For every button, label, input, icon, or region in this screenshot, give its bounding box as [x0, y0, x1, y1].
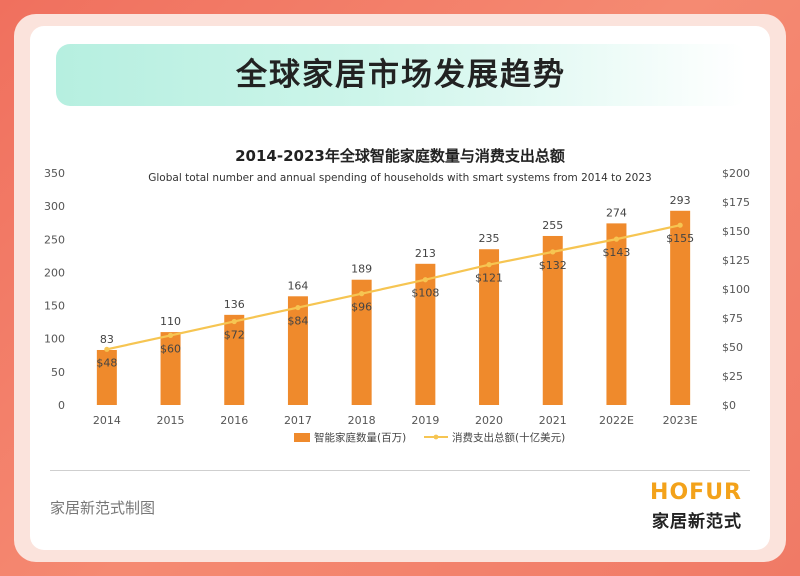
line-point	[422, 277, 428, 283]
line-value-label: $48	[96, 356, 117, 369]
bar	[351, 279, 372, 405]
footer-divider	[50, 470, 750, 471]
brand-logo-text: HOFUR	[650, 480, 742, 505]
x-tick-label: 2018	[348, 414, 376, 427]
line-value-label: $121	[475, 272, 503, 285]
line-value-label: $84	[287, 315, 308, 328]
x-tick-label: 2015	[157, 414, 185, 427]
y-axis-left: 0 50 100 150 200 250 300 350	[44, 167, 65, 412]
line-value-label: $108	[411, 287, 439, 300]
line-value-label: $143	[602, 246, 630, 259]
bar-value-label: 274	[606, 206, 627, 219]
bar-value-label: 110	[160, 315, 181, 328]
line-point	[167, 332, 174, 338]
y-tick-label-right: $100	[722, 283, 750, 296]
chart-title: 2014-2023年全球智能家庭数量与消费支出总额	[235, 147, 565, 165]
credit-text: 家居新范式制图	[50, 499, 156, 517]
y-tick-label-left: 100	[44, 333, 65, 346]
y-tick-label-right: $0	[722, 399, 736, 412]
bar	[670, 210, 691, 405]
line-value-label: $96	[351, 301, 372, 314]
x-axis: 2014 2015 2016 2017 2018 2019 2020 2021 2022E 202…	[93, 414, 698, 427]
bar	[542, 235, 563, 405]
x-tick-label: 2020	[475, 414, 503, 427]
y-tick-label-left: 150	[44, 300, 65, 313]
y-tick-label-right: $175	[722, 196, 750, 209]
content-panel	[30, 26, 770, 550]
line-value-label: $60	[160, 342, 181, 355]
y-tick-label-left: 200	[44, 266, 65, 279]
bar	[96, 349, 117, 405]
brand-name: 家居新范式	[652, 512, 742, 532]
legend-line-label: 消费支出总额(十亿美元)	[452, 431, 565, 444]
y-axis-right: $0 $25 $50 $75 $100 $125 $150 $175 $200	[722, 167, 750, 412]
x-tick-label: 2023E	[663, 414, 698, 427]
x-tick-label: 2021	[539, 414, 567, 427]
x-tick-label: 2022E	[599, 414, 634, 427]
bar-value-label: 164	[287, 279, 308, 292]
legend-bar-swatch	[294, 433, 310, 442]
bar-value-label: 235	[479, 232, 500, 245]
y-tick-label-left: 250	[44, 233, 65, 246]
bar-value-label: 136	[224, 298, 245, 311]
x-tick-label: 2014	[93, 414, 121, 427]
line-value-label: $155	[666, 232, 694, 245]
line-point	[486, 262, 492, 268]
bar-value-label: 213	[415, 247, 436, 260]
bar	[224, 314, 245, 405]
line-point	[104, 346, 110, 352]
bar	[415, 263, 436, 405]
bar	[160, 332, 181, 405]
y-tick-label-left: 50	[51, 366, 65, 379]
line-point	[677, 222, 683, 228]
bar-value-label: 189	[351, 263, 372, 276]
x-tick-label: 2017	[284, 414, 312, 427]
legend: 智能家庭数量(百万) 消费支出总额(十亿美元)	[294, 431, 565, 444]
y-tick-label-right: $75	[722, 312, 743, 325]
y-tick-label-right: $50	[722, 341, 743, 354]
bar-value-label: 255	[542, 219, 563, 232]
y-tick-label-right: $125	[722, 254, 750, 267]
y-tick-label-left: 300	[44, 200, 65, 213]
line-value-label: $72	[224, 328, 245, 341]
y-tick-label-right: $25	[722, 370, 743, 383]
x-tick-label: 2019	[411, 414, 439, 427]
title-banner	[56, 44, 746, 106]
y-tick-label-left: 0	[58, 399, 65, 412]
page-title: 全球家居市场发展趋势	[236, 57, 566, 93]
line-value-label: $132	[539, 259, 567, 272]
line-path	[106, 224, 681, 351]
line-point	[550, 249, 556, 255]
bar-value-label: 293	[670, 194, 691, 207]
y-tick-label-right: $150	[722, 225, 750, 238]
bar	[479, 249, 500, 405]
line-point	[613, 236, 620, 242]
bar-series: 83 110 136 164 189 213 235 255 274 293	[96, 194, 691, 405]
legend-bar-label: 智能家庭数量(百万)	[314, 431, 406, 444]
y-tick-label-left: 350	[44, 167, 65, 180]
line-point	[231, 318, 237, 325]
bar-value-label: 83	[100, 333, 114, 346]
chart-subtitle: Global total number and annual spending …	[148, 172, 651, 184]
x-tick-label: 2016	[220, 414, 248, 427]
line-point	[359, 291, 365, 297]
line-series: $48 $60 $72 $84 $96 $108 $121 $132 $143 $155	[96, 222, 694, 369]
line-point	[295, 304, 301, 311]
y-tick-label-right: $200	[722, 167, 750, 180]
legend-line-marker	[433, 434, 439, 440]
bar	[287, 296, 308, 405]
bar	[606, 223, 627, 405]
